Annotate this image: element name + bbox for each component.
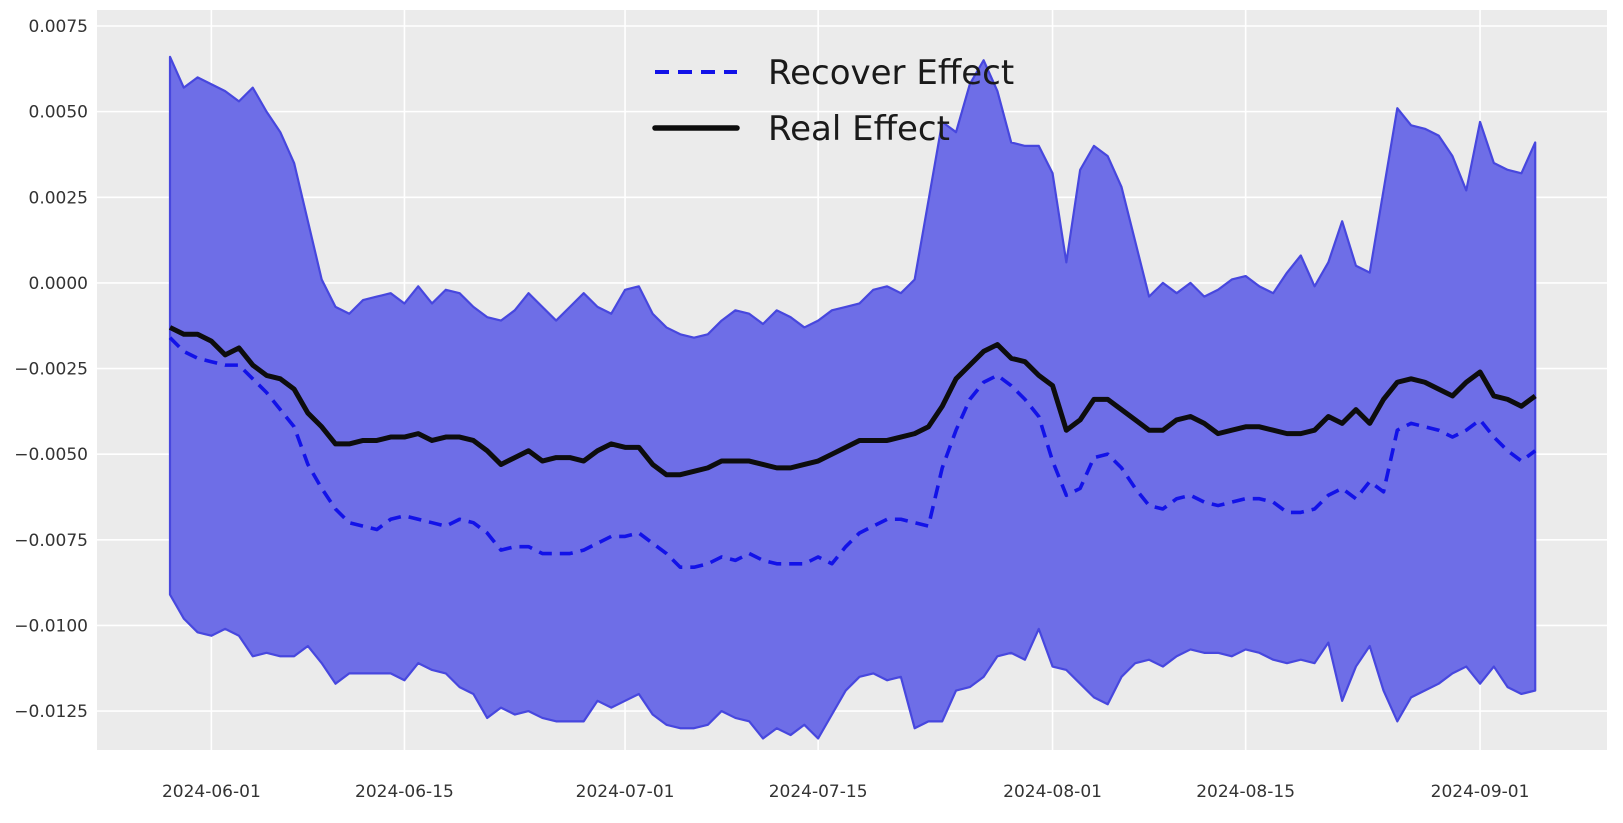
y-tick-label: −0.0050 (14, 445, 88, 465)
y-tick-label: −0.0100 (14, 616, 88, 636)
y-axis-tick-labels: 0.0075 0.0050 0.0025 0.0000 −0.0025 −0.0050 −0… (14, 17, 88, 722)
series-line-recover-effect (168, 336, 1537, 570)
x-tick-label: 2024-07-15 (769, 782, 868, 802)
data-series (168, 325, 1537, 570)
x-tick-label: 2024-09-01 (1431, 782, 1530, 802)
legend-label-real-effect: Real Effect (768, 109, 950, 149)
legend-label-recover-effect: Recover Effect (768, 53, 1014, 93)
confidence-band (168, 55, 1537, 740)
confidence-band-area (168, 55, 1537, 740)
x-tick-label: 2024-07-01 (576, 782, 675, 802)
x-tick-label: 2024-08-15 (1196, 782, 1295, 802)
x-axis-tick-labels: 2024-06-01 2024-06-15 2024-07-01 2024-07-15… (162, 782, 1529, 802)
y-tick-label: 0.0025 (29, 188, 88, 208)
y-tick-label: −0.0025 (14, 360, 88, 380)
legend-item-recover-effect: Recover Effect (655, 53, 1014, 93)
series-line-real-effect (168, 325, 1537, 478)
y-tick-label: −0.0075 (14, 531, 88, 551)
x-tick-label: 2024-06-01 (162, 782, 261, 802)
y-tick-label: 0.0050 (29, 103, 88, 123)
y-tick-label: −0.0125 (14, 702, 88, 722)
y-tick-label: 0.0000 (29, 274, 88, 294)
legend-item-real-effect: Real Effect (652, 109, 950, 149)
y-tick-label: 0.0075 (29, 17, 88, 37)
x-tick-label: 2024-06-15 (355, 782, 454, 802)
legend: Recover Effect Real Effect (652, 53, 1014, 149)
x-tick-label: 2024-08-01 (1003, 782, 1102, 802)
